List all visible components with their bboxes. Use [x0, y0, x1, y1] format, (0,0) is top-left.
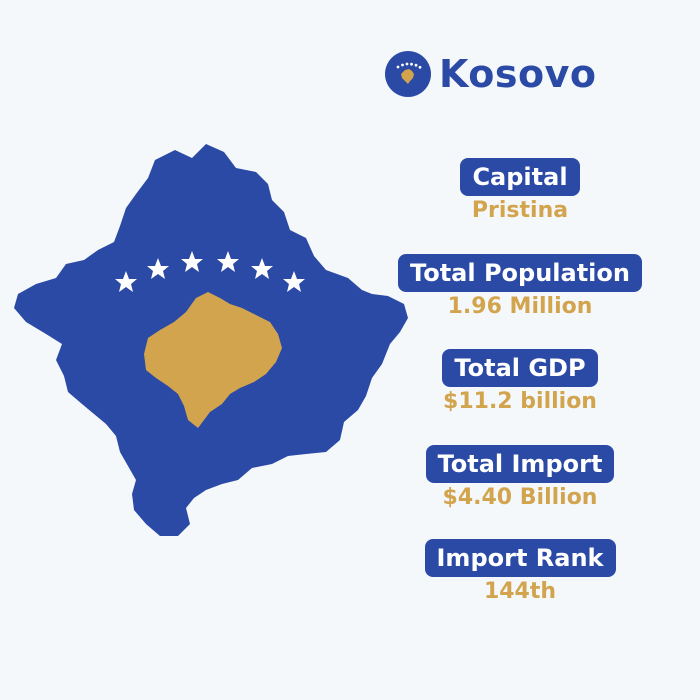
- fact-import: Total Import $4.40 Billion: [395, 445, 645, 510]
- header: Kosovo: [385, 48, 597, 100]
- fact-gdp: Total GDP $11.2 billion: [395, 349, 645, 414]
- star-icon: [217, 251, 239, 272]
- country-title: Kosovo: [439, 52, 597, 96]
- fact-label-import: Total Import: [425, 445, 615, 483]
- fact-label-population: Total Population: [398, 254, 642, 292]
- fact-value-capital: Pristina: [471, 198, 569, 223]
- star-icon: [181, 251, 203, 272]
- fact-value-gdp: $11.2 billion: [443, 389, 597, 414]
- fact-value-import-rank: 144th: [483, 579, 557, 604]
- fact-label-import-rank: Import Rank: [424, 539, 616, 577]
- fact-label-gdp: Total GDP: [442, 349, 598, 387]
- fact-capital: Capital Pristina: [395, 158, 645, 223]
- fact-label-capital: Capital: [460, 158, 580, 196]
- flag-stars: [115, 251, 305, 292]
- kosovo-flag-icon: [385, 51, 431, 97]
- fact-value-import: $4.40 Billion: [442, 485, 598, 510]
- kosovo-country-shape: [144, 292, 282, 428]
- kosovo-map-icon: [14, 144, 408, 536]
- star-icon: [147, 258, 169, 279]
- star-icon: [283, 271, 305, 292]
- star-icon: [115, 271, 137, 292]
- fact-import-rank: Import Rank 144th: [395, 539, 645, 604]
- star-icon: [251, 258, 273, 279]
- fact-population: Total Population 1.96 Million: [395, 254, 645, 319]
- fact-value-population: 1.96 Million: [447, 294, 593, 319]
